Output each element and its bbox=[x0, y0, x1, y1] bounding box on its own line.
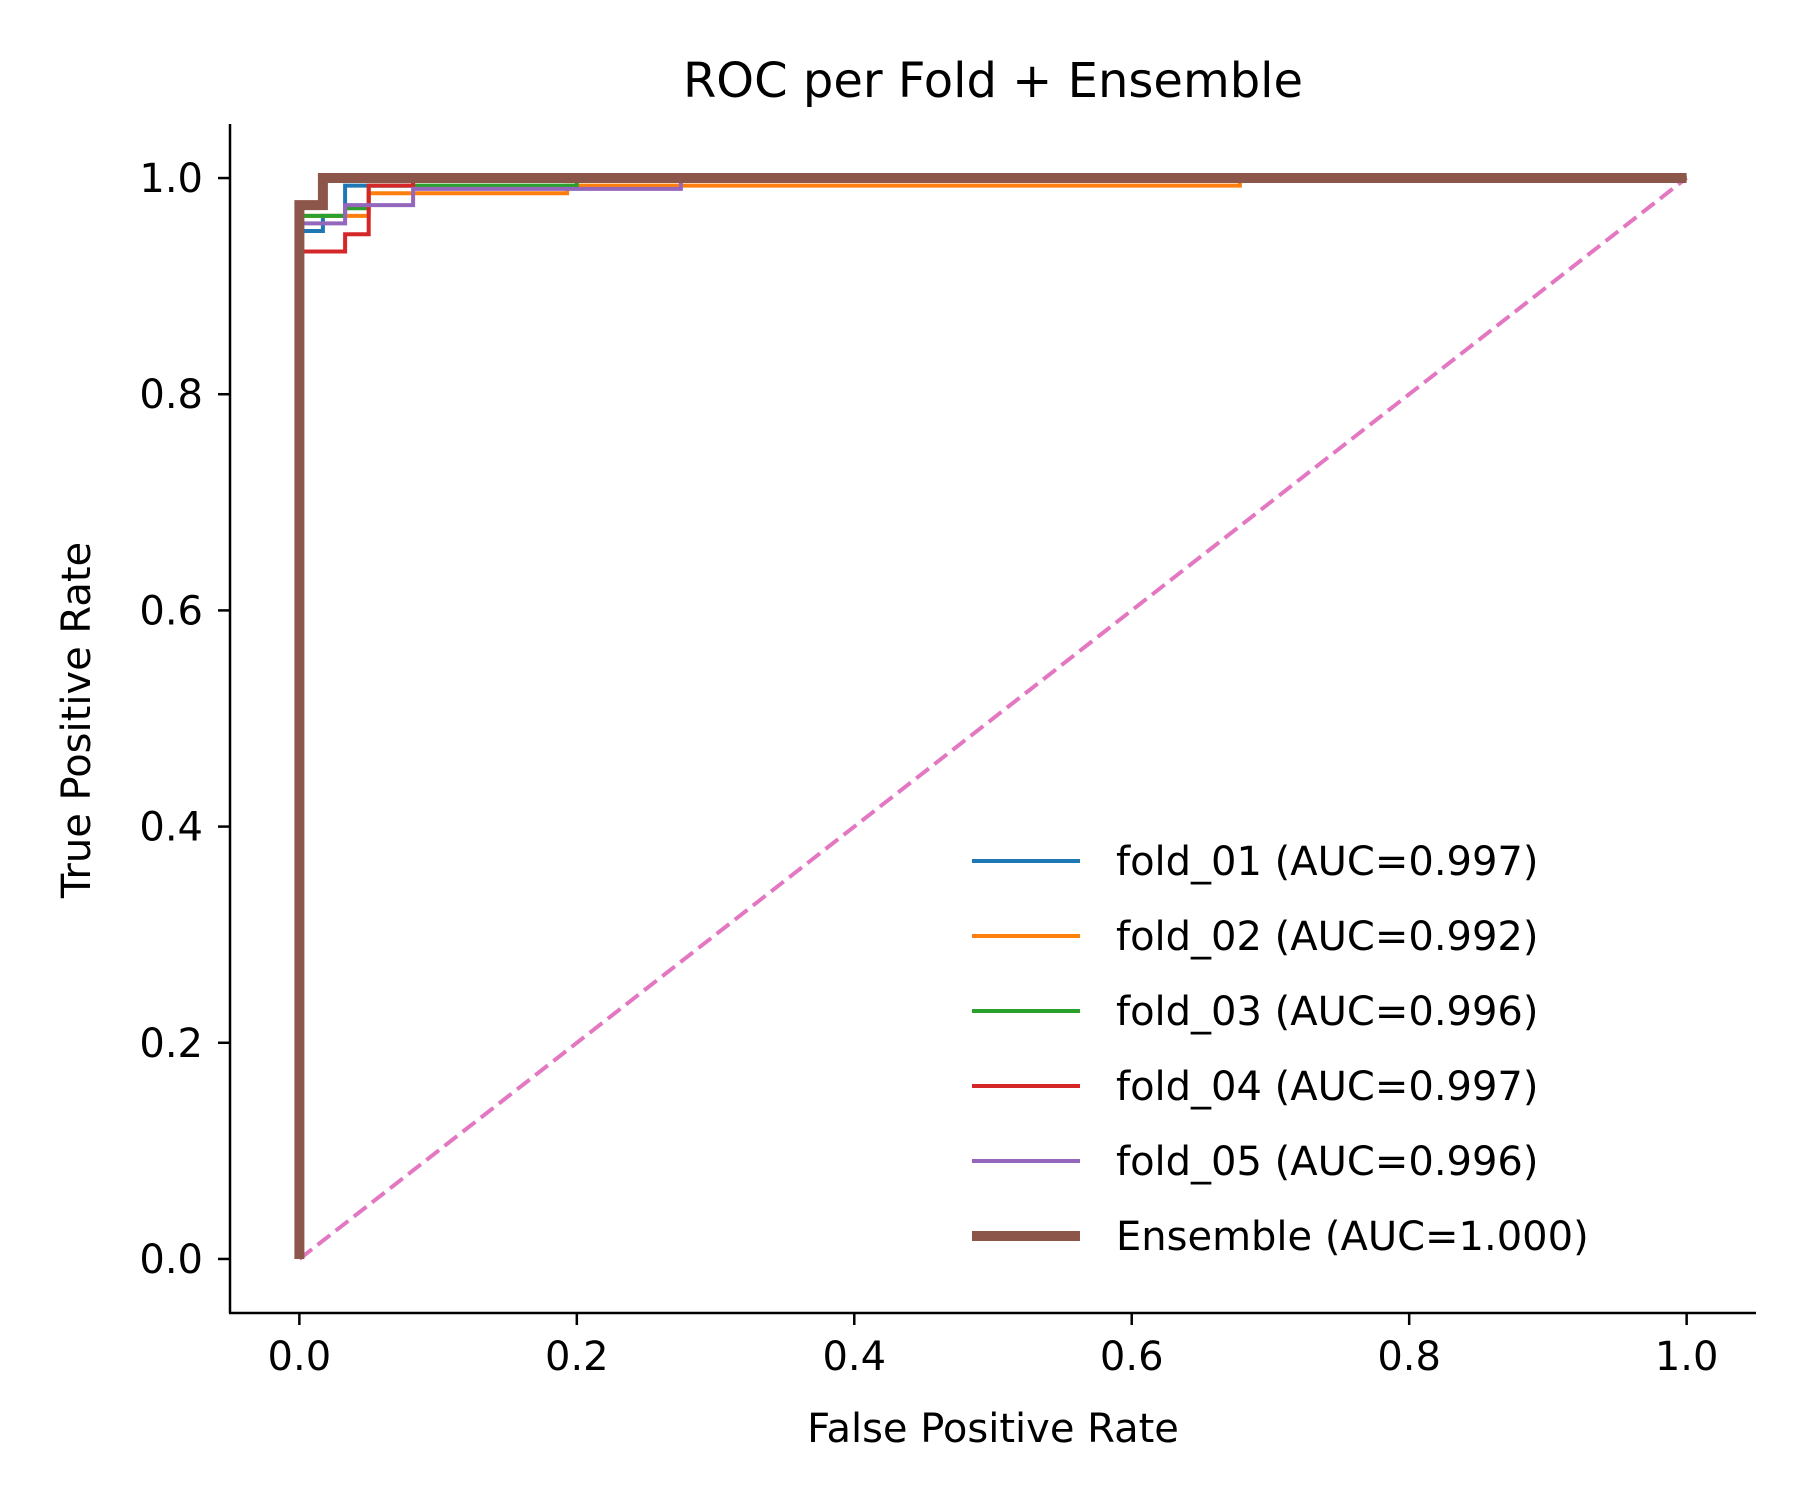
plot-area bbox=[294, 173, 1688, 1261]
y-tick-label: 0.4 bbox=[139, 805, 203, 851]
legend-label: fold_02 (AUC=0.992) bbox=[1116, 914, 1538, 960]
y-axis-ticks: 0.0 0.2 0.4 0.6 0.8 1.0 bbox=[139, 156, 230, 1283]
x-axis-ticks: 0.0 0.2 0.4 0.6 0.8 1.0 bbox=[268, 1313, 1719, 1380]
legend-label: fold_04 (AUC=0.997) bbox=[1116, 1064, 1538, 1110]
legend-label: fold_01 (AUC=0.997) bbox=[1116, 839, 1538, 885]
x-tick-label: 1.0 bbox=[1655, 1334, 1719, 1380]
x-tick-label: 0.2 bbox=[545, 1334, 609, 1380]
y-tick-label: 1.0 bbox=[139, 156, 203, 202]
x-tick-label: 0.8 bbox=[1377, 1334, 1441, 1380]
chance-diagonal-line bbox=[298, 176, 1688, 1261]
y-tick-label: 0.2 bbox=[139, 1021, 203, 1067]
legend: fold_01 (AUC=0.997) fold_02 (AUC=0.992) fo… bbox=[972, 839, 1589, 1260]
y-tick-label: 0.8 bbox=[139, 372, 203, 418]
y-tick-label: 0.6 bbox=[139, 588, 203, 634]
series-line-ensemble bbox=[294, 173, 1687, 1259]
x-tick-label: 0.0 bbox=[268, 1334, 332, 1380]
y-tick-label: 0.0 bbox=[139, 1237, 203, 1283]
legend-label: fold_05 (AUC=0.996) bbox=[1116, 1139, 1538, 1185]
legend-label: fold_03 (AUC=0.996) bbox=[1116, 989, 1538, 1035]
legend-label: Ensemble (AUC=1.000) bbox=[1116, 1214, 1589, 1260]
x-tick-label: 0.6 bbox=[1100, 1334, 1164, 1380]
x-tick-label: 0.4 bbox=[822, 1334, 886, 1380]
chart-title: ROC per Fold + Ensemble bbox=[683, 53, 1303, 109]
y-axis-label: True Positive Rate bbox=[54, 542, 100, 899]
x-axis-label: False Positive Rate bbox=[807, 1406, 1179, 1452]
